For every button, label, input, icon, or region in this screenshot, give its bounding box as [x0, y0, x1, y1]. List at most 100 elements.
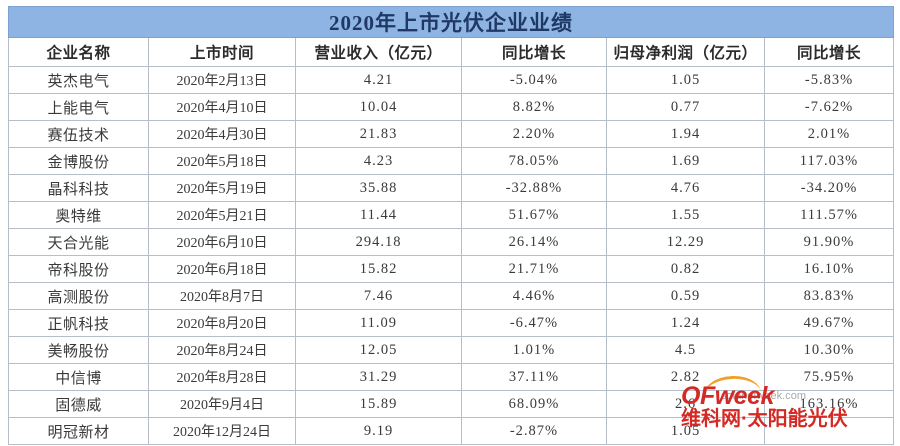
cell-company-name: 固德威 [8, 390, 149, 418]
cell-listing-date: 2020年8月24日 [148, 336, 296, 364]
cell-listing-date: 2020年5月18日 [148, 147, 296, 175]
cell-listing-date: 2020年8月7日 [148, 282, 296, 310]
table-title-row: 2020年上市光伏企业业绩 [7, 6, 895, 38]
cell-company-name: 奥特维 [8, 201, 149, 229]
cell-profit-growth: 2.01% [763, 120, 895, 148]
cell-revenue-growth: -2.87% [461, 417, 607, 445]
column-header-net-profit: 归母净利润（亿元） [606, 37, 765, 67]
cell-net-profit: 12.29 [606, 228, 765, 256]
table-row: 英杰电气 2020年2月13日 4.21 -5.04% 1.05 -5.83% [8, 66, 895, 94]
cell-revenue-growth: 37.11% [461, 363, 607, 391]
cell-revenue-growth: 2.20% [461, 120, 607, 148]
cell-company-name: 上能电气 [8, 93, 149, 121]
cell-company-name: 晶科科技 [8, 174, 149, 202]
cell-revenue: 12.05 [295, 336, 462, 364]
cell-listing-date: 2020年4月30日 [148, 120, 296, 148]
cell-listing-date: 2020年12月24日 [148, 417, 296, 445]
cell-net-profit: 1.24 [606, 309, 765, 337]
column-header-listing-date: 上市时间 [148, 37, 296, 67]
cell-profit-growth: 111.57% [763, 201, 895, 229]
performance-table-container: 2020年上市光伏企业业绩 企业名称 上市时间 营业收入（亿元） 同比增长 归母… [7, 6, 895, 445]
cell-revenue-growth: 8.82% [461, 93, 607, 121]
cell-net-profit: 4.5 [606, 336, 765, 364]
cell-revenue: 7.46 [295, 282, 462, 310]
cell-revenue-growth: 21.71% [461, 255, 607, 283]
cell-company-name: 中信博 [8, 363, 149, 391]
cell-profit-growth: 16.10% [763, 255, 895, 283]
cell-listing-date: 2020年4月10日 [148, 93, 296, 121]
table-body: 2020年上市光伏企业业绩 企业名称 上市时间 营业收入（亿元） 同比增长 归母… [7, 6, 895, 445]
table-row: 晶科科技 2020年5月19日 35.88 -32.88% 4.76 -34.20% [8, 174, 895, 202]
cell-revenue: 4.21 [295, 66, 462, 94]
cell-net-profit: 2.6 [606, 390, 765, 418]
cell-revenue: 294.18 [295, 228, 462, 256]
cell-profit-growth: -5.83% [763, 66, 895, 94]
cell-profit-growth: 49.67% [763, 309, 895, 337]
cell-revenue: 15.89 [295, 390, 462, 418]
cell-revenue-growth: -32.88% [461, 174, 607, 202]
cell-revenue: 4.23 [295, 147, 462, 175]
cell-revenue: 9.19 [295, 417, 462, 445]
cell-listing-date: 2020年5月21日 [148, 201, 296, 229]
cell-revenue: 21.83 [295, 120, 462, 148]
cell-profit-growth: 83.83% [763, 282, 895, 310]
cell-profit-growth: 91.90% [763, 228, 895, 256]
cell-listing-date: 2020年6月10日 [148, 228, 296, 256]
cell-company-name: 天合光能 [8, 228, 149, 256]
cell-net-profit: 1.05 [606, 66, 765, 94]
cell-net-profit: 0.59 [606, 282, 765, 310]
cell-net-profit: 1.94 [606, 120, 765, 148]
table-header-row: 企业名称 上市时间 营业收入（亿元） 同比增长 归母净利润（亿元） 同比增长 [8, 37, 895, 67]
cell-revenue-growth: 26.14% [461, 228, 607, 256]
cell-company-name: 明冠新材 [8, 417, 149, 445]
column-header-revenue-growth: 同比增长 [461, 37, 607, 67]
cell-revenue-growth: 51.67% [461, 201, 607, 229]
cell-net-profit: 0.77 [606, 93, 765, 121]
cell-listing-date: 2020年9月4日 [148, 390, 296, 418]
page-title: 2020年上市光伏企业业绩 [7, 6, 895, 38]
cell-profit-growth: 117.03% [763, 147, 895, 175]
cell-company-name: 帝科股份 [8, 255, 149, 283]
cell-company-name: 赛伍技术 [8, 120, 149, 148]
table-row: 中信博 2020年8月28日 31.29 37.11% 2.82 75.95% [8, 363, 895, 391]
cell-revenue: 31.29 [295, 363, 462, 391]
table-row: 上能电气 2020年4月10日 10.04 8.82% 0.77 -7.62% [8, 93, 895, 121]
cell-revenue-growth: -6.47% [461, 309, 607, 337]
table-row: 高测股份 2020年8月7日 7.46 4.46% 0.59 83.83% [8, 282, 895, 310]
cell-revenue-growth: 1.01% [461, 336, 607, 364]
table-row: 金博股份 2020年5月18日 4.23 78.05% 1.69 117.03% [8, 147, 895, 175]
cell-net-profit: 4.76 [606, 174, 765, 202]
performance-table: 2020年上市光伏企业业绩 企业名称 上市时间 营业收入（亿元） 同比增长 归母… [7, 6, 895, 445]
cell-company-name: 高测股份 [8, 282, 149, 310]
cell-revenue: 15.82 [295, 255, 462, 283]
cell-profit-growth: -7.62% [763, 93, 895, 121]
cell-net-profit: 1.05 [606, 417, 765, 445]
table-row: 明冠新材 2020年12月24日 9.19 -2.87% 1.05 [8, 417, 895, 445]
cell-company-name: 金博股份 [8, 147, 149, 175]
cell-listing-date: 2020年8月20日 [148, 309, 296, 337]
cell-revenue-growth: -5.04% [461, 66, 607, 94]
column-header-company-name: 企业名称 [8, 37, 149, 67]
cell-net-profit: 1.55 [606, 201, 765, 229]
table-row: 帝科股份 2020年6月18日 15.82 21.71% 0.82 16.10% [8, 255, 895, 283]
cell-listing-date: 2020年6月18日 [148, 255, 296, 283]
column-header-revenue: 营业收入（亿元） [295, 37, 462, 67]
table-row: 天合光能 2020年6月10日 294.18 26.14% 12.29 91.90% [8, 228, 895, 256]
cell-profit-growth: 10.30% [763, 336, 895, 364]
cell-net-profit: 1.69 [606, 147, 765, 175]
cell-listing-date: 2020年5月19日 [148, 174, 296, 202]
column-header-profit-growth: 同比增长 [763, 37, 895, 67]
cell-revenue-growth: 4.46% [461, 282, 607, 310]
cell-revenue-growth: 78.05% [461, 147, 607, 175]
table-row: 固德威 2020年9月4日 15.89 68.09% 2.6 163.16% [8, 390, 895, 418]
table-row: 正帆科技 2020年8月20日 11.09 -6.47% 1.24 49.67% [8, 309, 895, 337]
cell-profit-growth: 163.16% [763, 390, 895, 418]
cell-net-profit: 2.82 [606, 363, 765, 391]
cell-listing-date: 2020年8月28日 [148, 363, 296, 391]
cell-profit-growth: -34.20% [763, 174, 895, 202]
cell-revenue: 11.09 [295, 309, 462, 337]
cell-company-name: 英杰电气 [8, 66, 149, 94]
cell-company-name: 正帆科技 [8, 309, 149, 337]
cell-net-profit: 0.82 [606, 255, 765, 283]
cell-company-name: 美畅股份 [8, 336, 149, 364]
